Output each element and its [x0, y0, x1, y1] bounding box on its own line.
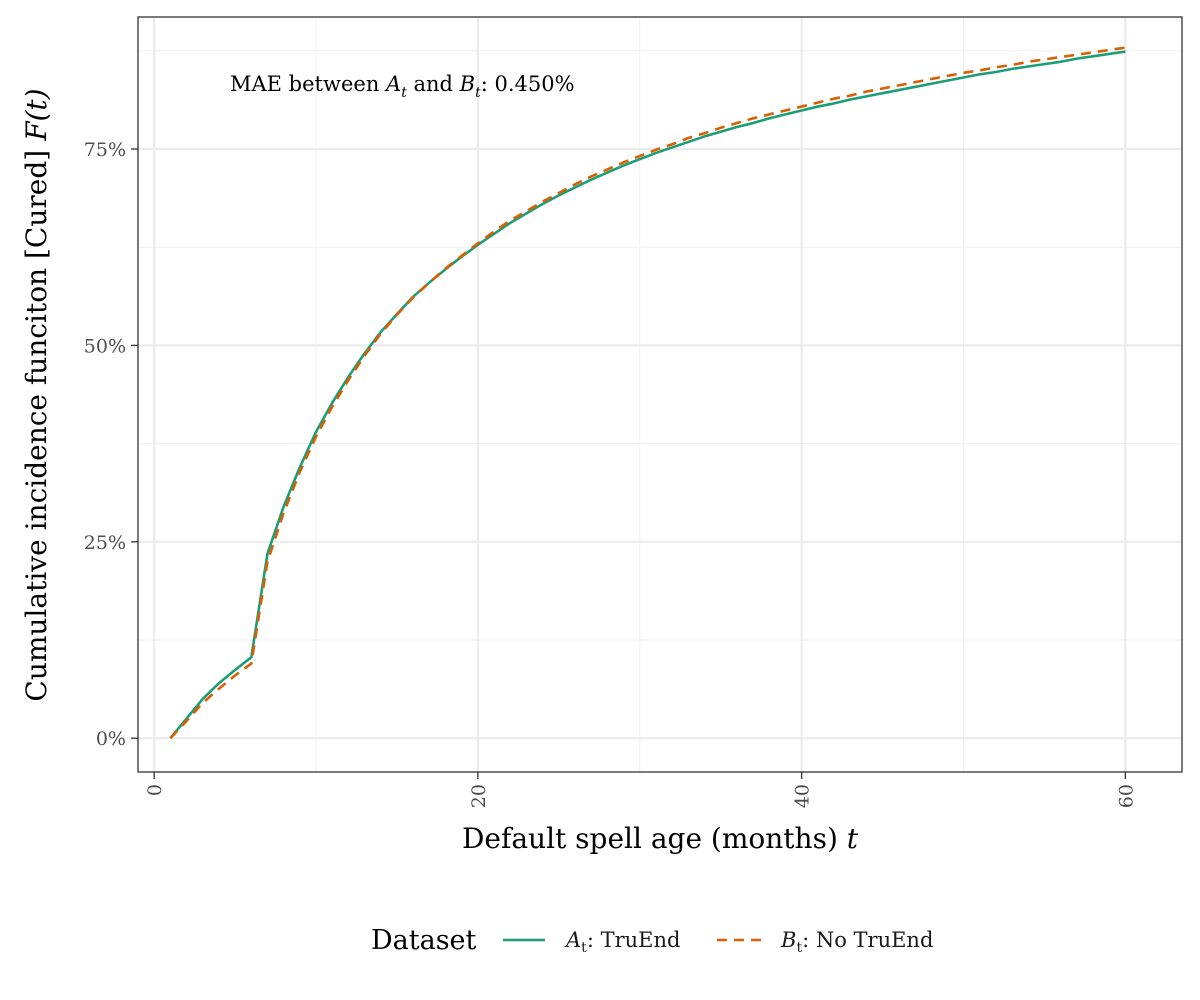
- minor-gridlines: [138, 17, 1182, 772]
- legend-label-a: At: TruEnd: [564, 928, 680, 956]
- y-tick-label: 0%: [96, 728, 126, 750]
- y-axis-title: Cumulative incidence funciton [Cured] F(…: [20, 88, 53, 701]
- x-tick-label: 0: [144, 784, 166, 796]
- series-line-a: [169, 50, 1126, 740]
- legend-label-b: Bt: No TruEnd: [780, 928, 933, 956]
- x-axis-title: Default spell age (months) t: [462, 822, 859, 855]
- legend-title: Dataset: [371, 925, 477, 956]
- tick-marks: [131, 148, 1126, 779]
- y-tick-label: 50%: [84, 335, 126, 357]
- legend: Dataset At: TruEnd Bt: No TruEnd: [371, 925, 933, 956]
- tick-labels: 0% 25% 50% 75% 0 20 40 60: [84, 139, 1138, 808]
- series-line-b: [169, 46, 1126, 740]
- y-tick-label: 75%: [84, 139, 126, 161]
- y-tick-label: 25%: [84, 532, 126, 554]
- mae-annotation: MAE between At and Bt: 0.450%: [230, 72, 575, 101]
- x-tick-label: 20: [468, 784, 490, 808]
- legend-items: At: TruEnd Bt: No TruEnd: [503, 928, 933, 956]
- x-tick-label: 40: [792, 784, 814, 808]
- panel-border: [137, 16, 1183, 773]
- x-tick-label: 60: [1115, 784, 1137, 808]
- series-layer: [169, 46, 1126, 740]
